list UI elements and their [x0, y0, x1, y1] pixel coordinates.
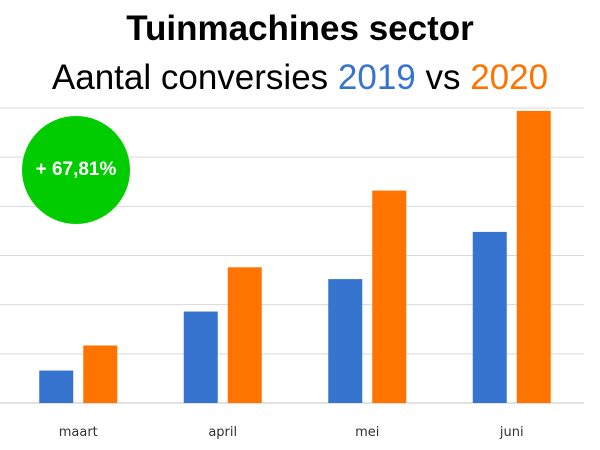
x-tick-label: maart — [59, 425, 98, 440]
subtitle-prefix: Aantal conversies — [51, 58, 338, 97]
bar-2019-juni — [472, 231, 507, 403]
chart-subtitle: Aantal conversies 2019 vs 2020 — [0, 58, 600, 98]
bar-2019-april — [183, 311, 218, 403]
bar-2020-juni — [516, 110, 551, 403]
x-tick-label: april — [208, 425, 237, 440]
bar-2019-maart — [39, 370, 74, 403]
subtitle-middle: vs — [415, 58, 471, 97]
bar-2020-mei — [372, 190, 407, 403]
bar-2020-april — [227, 267, 262, 403]
bar-2020-maart — [83, 345, 118, 403]
bar-2019-mei — [328, 279, 363, 403]
growth-badge: + 67,81% — [22, 116, 130, 224]
x-tick-label: mei — [355, 425, 379, 440]
subtitle-year-2020: 2020 — [470, 58, 549, 97]
growth-badge-text: + 67,81% — [35, 159, 117, 180]
chart-title: Tuinmachines sector — [126, 9, 474, 48]
x-tick-label: juni — [499, 425, 524, 440]
subtitle-year-2019: 2019 — [337, 58, 416, 97]
